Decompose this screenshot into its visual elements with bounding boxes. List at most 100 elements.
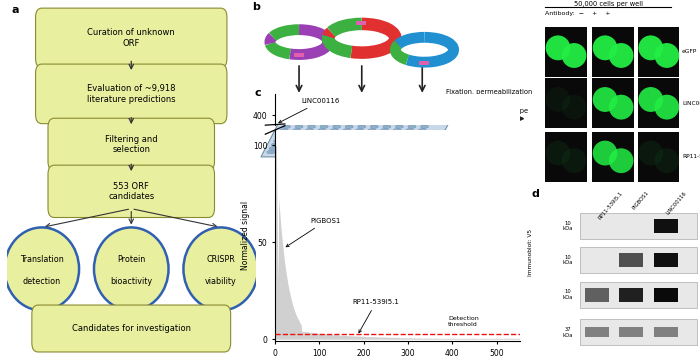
Text: c: c <box>254 88 260 99</box>
Circle shape <box>332 147 340 150</box>
Circle shape <box>281 147 290 150</box>
Bar <box>638 132 680 182</box>
Bar <box>545 132 587 182</box>
Bar <box>654 288 678 302</box>
Circle shape <box>406 129 414 132</box>
Bar <box>580 213 696 239</box>
Circle shape <box>283 125 290 129</box>
Ellipse shape <box>562 148 587 173</box>
Circle shape <box>295 125 303 129</box>
Circle shape <box>307 125 316 129</box>
Ellipse shape <box>546 35 570 60</box>
Text: Translation: Translation <box>20 256 64 264</box>
Circle shape <box>292 151 300 154</box>
Text: LINC00116: LINC00116 <box>682 101 700 106</box>
Circle shape <box>276 136 284 139</box>
Circle shape <box>290 132 299 136</box>
Circle shape <box>280 129 288 132</box>
Circle shape <box>357 147 365 150</box>
Circle shape <box>307 147 315 150</box>
Circle shape <box>286 139 294 143</box>
Circle shape <box>342 151 350 154</box>
Text: detection: detection <box>22 277 61 286</box>
Circle shape <box>359 143 367 147</box>
Circle shape <box>301 136 309 139</box>
Text: b: b <box>252 2 260 12</box>
Circle shape <box>284 143 292 147</box>
Ellipse shape <box>593 141 617 165</box>
Ellipse shape <box>4 227 79 310</box>
Text: Detection
threshold: Detection threshold <box>448 316 479 327</box>
Text: Immunoblot: V5: Immunoblot: V5 <box>528 229 533 276</box>
Ellipse shape <box>593 87 617 112</box>
Text: Evaluation of ~9,918
literature predictions: Evaluation of ~9,918 literature predicti… <box>87 84 176 104</box>
Circle shape <box>389 136 397 139</box>
Circle shape <box>309 143 317 147</box>
Circle shape <box>344 147 352 150</box>
Bar <box>545 27 587 77</box>
Circle shape <box>288 136 296 139</box>
Text: viability: viability <box>205 277 237 286</box>
Circle shape <box>379 151 388 154</box>
Ellipse shape <box>562 95 587 119</box>
Circle shape <box>403 132 412 136</box>
Ellipse shape <box>638 87 663 112</box>
Circle shape <box>412 139 419 143</box>
Ellipse shape <box>654 148 679 173</box>
Circle shape <box>303 132 311 136</box>
Ellipse shape <box>94 227 169 310</box>
Text: Staining for V5 epitope: Staining for V5 epitope <box>451 108 528 114</box>
Text: 37
kDa: 37 kDa <box>563 327 573 338</box>
Text: 10
kDa: 10 kDa <box>563 255 573 265</box>
Text: eGFP: eGFP <box>682 49 697 54</box>
FancyBboxPatch shape <box>32 305 231 352</box>
Circle shape <box>334 143 342 147</box>
Circle shape <box>304 151 312 154</box>
Bar <box>654 327 678 337</box>
FancyBboxPatch shape <box>36 64 227 123</box>
Circle shape <box>267 151 275 154</box>
Bar <box>592 78 634 128</box>
Bar <box>419 61 429 65</box>
Circle shape <box>386 139 395 143</box>
Circle shape <box>358 125 366 129</box>
Circle shape <box>293 129 301 132</box>
Circle shape <box>279 151 288 154</box>
Polygon shape <box>261 122 449 157</box>
Text: RP11-539I5: RP11-539I5 <box>682 155 700 160</box>
Circle shape <box>330 129 339 132</box>
Bar <box>585 288 609 302</box>
Circle shape <box>407 147 415 150</box>
Circle shape <box>355 151 363 154</box>
Bar <box>294 53 304 57</box>
Circle shape <box>305 129 314 132</box>
Bar <box>585 327 609 337</box>
Text: Candidates for investigation: Candidates for investigation <box>71 324 190 333</box>
Circle shape <box>391 132 399 136</box>
Circle shape <box>351 136 359 139</box>
Circle shape <box>408 125 416 129</box>
Circle shape <box>395 147 402 150</box>
Ellipse shape <box>654 95 679 119</box>
Circle shape <box>274 139 281 143</box>
Ellipse shape <box>654 43 679 68</box>
Circle shape <box>330 151 337 154</box>
Text: RP11-539I5.1: RP11-539I5.1 <box>597 190 624 221</box>
Bar <box>654 253 678 267</box>
Bar <box>620 327 643 337</box>
Ellipse shape <box>609 43 634 68</box>
Text: LINC00116: LINC00116 <box>279 98 340 123</box>
Circle shape <box>370 125 378 129</box>
Circle shape <box>392 151 400 154</box>
Ellipse shape <box>183 227 258 310</box>
Circle shape <box>339 136 346 139</box>
Circle shape <box>319 147 328 150</box>
Circle shape <box>374 139 382 143</box>
Ellipse shape <box>546 87 570 112</box>
FancyBboxPatch shape <box>36 8 227 68</box>
Circle shape <box>382 147 390 150</box>
Text: a: a <box>12 5 20 16</box>
Ellipse shape <box>638 141 663 165</box>
Ellipse shape <box>609 148 634 173</box>
Bar <box>580 247 696 273</box>
